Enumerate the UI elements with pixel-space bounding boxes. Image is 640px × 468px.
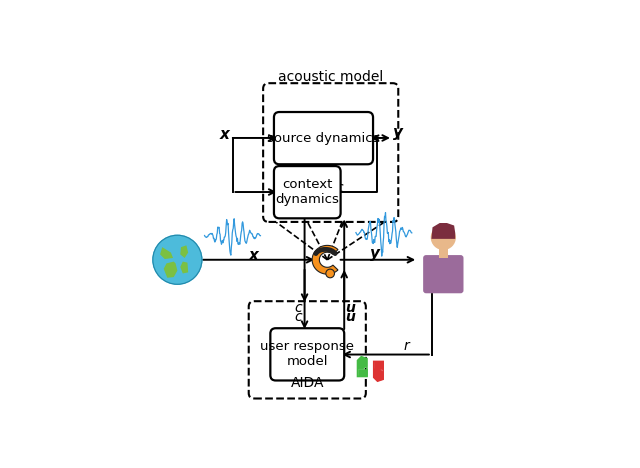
Bar [358,369,367,376]
Text: context
dynamics: context dynamics [275,178,339,206]
FancyBboxPatch shape [263,83,398,222]
Text: $\boldsymbol{y}$: $\boldsymbol{y}$ [392,126,404,142]
Text: $\boldsymbol{u}$: $\boldsymbol{u}$ [345,310,356,324]
Polygon shape [180,262,188,273]
Text: $c$: $c$ [335,181,344,195]
Polygon shape [312,245,338,274]
FancyBboxPatch shape [274,112,373,164]
Text: $\boldsymbol{u}$: $\boldsymbol{u}$ [345,301,356,315]
Bar [439,249,447,258]
Circle shape [431,226,455,249]
Text: acoustic model: acoustic model [278,70,383,84]
Circle shape [326,269,335,278]
Polygon shape [160,247,173,259]
Text: $\boldsymbol{x}$: $\boldsymbol{x}$ [218,127,232,142]
Polygon shape [431,223,455,239]
Text: user response
model: user response model [260,340,355,368]
Text: AIDA: AIDA [291,376,324,390]
Text: source dynamics: source dynamics [268,132,380,145]
Bar [374,361,383,369]
FancyBboxPatch shape [423,255,463,293]
FancyBboxPatch shape [274,166,340,218]
Text: $c$: $c$ [294,310,304,324]
Text: $\boldsymbol{y}$: $\boldsymbol{y}$ [369,247,381,263]
Text: $\boldsymbol{x}$: $\boldsymbol{x}$ [248,248,260,263]
Polygon shape [374,369,383,381]
Polygon shape [358,357,367,369]
FancyBboxPatch shape [249,301,366,399]
Text: $r$: $r$ [403,339,412,353]
Polygon shape [164,262,177,278]
FancyBboxPatch shape [270,328,344,380]
Polygon shape [180,245,188,258]
Circle shape [153,235,202,284]
Text: $c$: $c$ [294,301,304,315]
